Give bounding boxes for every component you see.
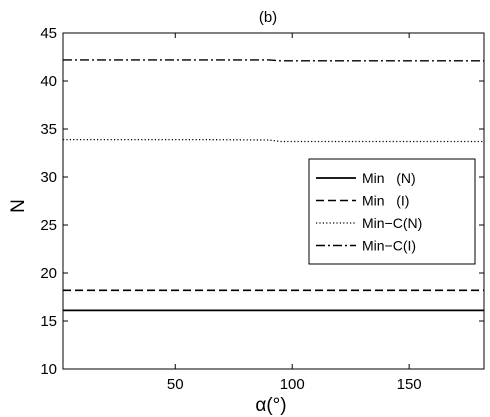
y-tick-label: 35 [40,121,57,138]
legend-label-4: Min−C(I) [362,238,416,254]
series-line-4 [63,59,484,62]
series-layer [63,59,484,312]
x-tick-label: 150 [397,376,422,393]
ticks-layer: 50 100 150 10 15 20 25 30 35 40 45 [40,25,484,393]
legend-label-1: Min (N) [362,170,416,186]
y-tick-label: 10 [40,361,57,378]
plot-area [62,32,485,370]
y-tick-label: 45 [40,25,57,42]
legend-label-2: Min (I) [362,193,409,209]
y-tick-label: 20 [40,265,57,282]
x-tick-label: 100 [280,376,305,393]
y-tick-label: 40 [40,73,57,90]
x-tick-label: 50 [167,376,184,393]
legend-box [308,158,476,265]
series-line-3 [63,138,484,143]
y-tick-label: 25 [40,217,57,234]
y-axis-label: N [8,199,29,213]
legend-label-3: Min−C(N) [362,215,422,231]
legend: Min (N) Min (I) Min−C(N) Min−C(I) [308,158,476,265]
chart-title: (b) [259,9,277,26]
x-axis-label: α(°) [255,395,286,416]
y-tick-label: 30 [40,169,57,186]
y-tick-label: 15 [40,313,57,330]
